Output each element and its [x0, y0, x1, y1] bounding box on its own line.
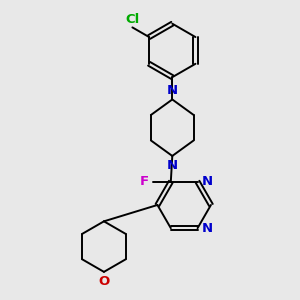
Text: O: O: [98, 275, 110, 288]
Text: N: N: [167, 159, 178, 172]
Text: F: F: [140, 175, 148, 188]
Text: N: N: [202, 222, 213, 235]
Text: Cl: Cl: [125, 13, 140, 26]
Text: N: N: [202, 175, 213, 188]
Text: N: N: [167, 83, 178, 97]
